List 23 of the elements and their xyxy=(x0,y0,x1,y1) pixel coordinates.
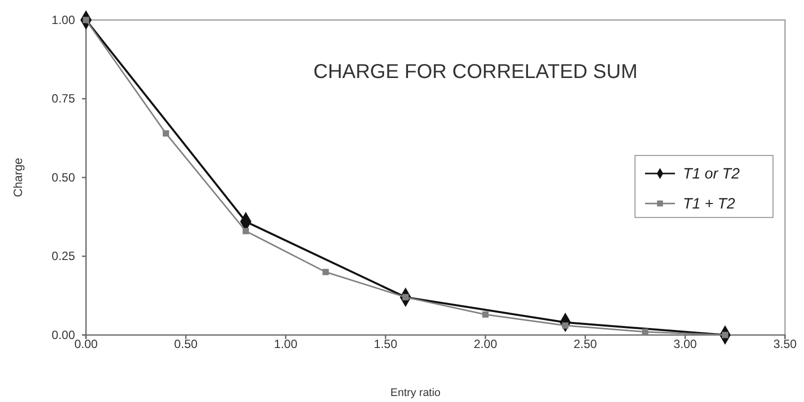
x-tick-label: 1.50 xyxy=(374,337,398,351)
point xyxy=(162,130,170,137)
x-tick-label: 2.50 xyxy=(574,337,598,351)
y-tick-label: 0.75 xyxy=(52,92,76,106)
x-tick-label: 3.00 xyxy=(673,337,698,351)
point xyxy=(482,311,489,318)
point xyxy=(322,268,329,276)
text: CHARGE FOR CORRELATED SUM xyxy=(313,61,638,83)
y-axis-title: Charge xyxy=(11,157,25,198)
x-tick-label: 0.50 xyxy=(174,337,198,351)
point xyxy=(242,228,249,234)
x-tick-label: 0.00 xyxy=(74,337,98,351)
x-axis-title: Entry ratio xyxy=(390,387,441,399)
x-tick-label: 1.00 xyxy=(274,337,298,351)
y-tick-label: 1.00 xyxy=(52,12,76,27)
x-tick-label: 3.50 xyxy=(773,337,797,351)
y-tick-label: 0.50 xyxy=(52,170,76,184)
x-tick-label: 2.00 xyxy=(474,337,498,351)
y-tick-label: 0.00 xyxy=(52,328,76,342)
legend-label: T1 + T2 xyxy=(683,195,736,212)
legend-label: T1 or T2 xyxy=(683,165,740,182)
y-tick-label: 0.25 xyxy=(52,249,76,264)
point xyxy=(642,328,648,336)
